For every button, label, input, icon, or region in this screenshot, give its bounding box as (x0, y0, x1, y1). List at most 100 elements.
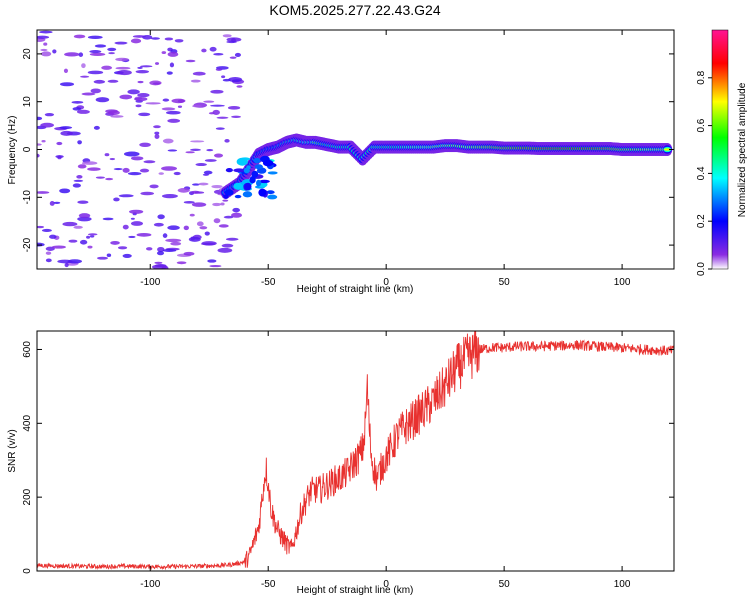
colorbar-tick-label: 0.4 (696, 166, 707, 180)
y-tick-label: -20 (22, 237, 33, 252)
noise-blob (161, 51, 167, 54)
noise-blob (189, 213, 195, 217)
noise-blob (170, 241, 182, 246)
noise-blob (222, 78, 231, 82)
transition-blob (236, 157, 248, 166)
noise-blob (142, 34, 153, 40)
noise-blob (162, 248, 177, 252)
noise-blob (201, 48, 207, 53)
noise-blob (110, 241, 120, 245)
noise-blob (222, 199, 229, 202)
transition-blob (267, 171, 278, 175)
transition-blob (267, 194, 278, 200)
noise-blob (40, 122, 54, 128)
noise-blob (229, 56, 237, 59)
noise-blob (215, 127, 225, 130)
spectrogram-y-axis-label: Frequency (Hz) (7, 116, 18, 185)
noise-blob (207, 259, 217, 263)
noise-blob (102, 217, 114, 221)
spectrogram-x-ticks: -100 -50 0 50 100 (140, 30, 631, 288)
noise-blob (87, 245, 93, 249)
noise-blob (64, 52, 80, 57)
noise-blob (59, 82, 75, 87)
noise-blob (78, 213, 91, 219)
noise-blob (204, 231, 210, 236)
x-tick-label: 0 (383, 277, 389, 288)
noise-blob (137, 80, 144, 84)
noise-blob (127, 171, 142, 176)
colorbar-tick-label: 0.0 (696, 262, 707, 276)
noise-blob (231, 79, 241, 83)
y-tick-label: 0 (22, 146, 33, 152)
noise-blob (210, 104, 225, 107)
noise-blob (37, 191, 50, 194)
noise-blob (145, 102, 161, 105)
transition-blob (256, 179, 262, 187)
transition-blob (254, 164, 263, 170)
spectrogram-y-ticks: -20 -10 0 10 20 (22, 48, 674, 252)
noise-blob (135, 104, 142, 108)
noise-blob (183, 225, 189, 231)
noise-blob (117, 246, 128, 250)
noise-blob (183, 201, 195, 204)
noise-blob (107, 47, 117, 52)
noise-blob (138, 112, 151, 117)
noise-blob (87, 70, 104, 75)
noise-blob (57, 155, 62, 160)
noise-blob (64, 263, 69, 268)
noise-blob (153, 222, 164, 227)
snr-plot: -100 -50 0 50 100 0 200 400 600 Height of strai… (7, 330, 675, 596)
noise-blob (130, 38, 142, 44)
noise-blob (78, 52, 84, 57)
snr-y-axis-label: SNR (v/v) (7, 429, 18, 472)
noise-blob (95, 176, 105, 179)
noise-blob (139, 142, 151, 147)
y-tick-label: 20 (22, 48, 33, 60)
x-tick-label: 0 (383, 579, 389, 590)
noise-blob (104, 153, 110, 157)
noise-blob (157, 214, 165, 220)
noise-blob (37, 225, 45, 229)
noise-blob (201, 241, 217, 246)
noise-blob (81, 63, 86, 69)
noise-blob (167, 225, 180, 231)
noise-blob (137, 93, 150, 98)
transition-blob (243, 167, 250, 174)
noise-blob (129, 209, 144, 214)
noise-blob (225, 237, 239, 241)
noise-blob (213, 153, 224, 158)
snr-x-axis-label: Height of straight line (km) (297, 585, 414, 596)
noise-blob (72, 107, 82, 111)
noise-blob (101, 65, 113, 70)
noise-blob (113, 168, 123, 171)
noise-blob (231, 115, 242, 119)
noise-blob (107, 110, 120, 116)
noise-blob (122, 224, 129, 230)
noise-blob (53, 201, 61, 204)
noise-blob (140, 191, 155, 196)
noise-blob (115, 66, 131, 70)
noise-blob (68, 239, 78, 243)
x-tick-label: 50 (499, 277, 511, 288)
noise-blob (167, 149, 178, 152)
noise-blob (108, 52, 115, 55)
transition-blob (249, 176, 256, 184)
noise-blob (143, 160, 156, 164)
noise-blob (191, 190, 200, 194)
colorbar-tick-label: 0.2 (696, 214, 707, 228)
transition-blob (244, 182, 252, 191)
noise-blob (109, 157, 116, 161)
noise-blob (176, 261, 187, 265)
noise-blob (231, 212, 243, 218)
noise-blob (51, 245, 66, 249)
noise-blob (154, 62, 160, 65)
y-tick-label: 0 (22, 568, 33, 574)
noise-blob (77, 200, 89, 204)
transition-blob (225, 168, 233, 173)
noise-blob (93, 79, 106, 84)
noise-blob (57, 259, 73, 264)
noise-blob (213, 218, 221, 224)
x-tick-label: -50 (261, 277, 276, 288)
noise-blob (167, 118, 181, 123)
noise-blob (37, 143, 42, 146)
